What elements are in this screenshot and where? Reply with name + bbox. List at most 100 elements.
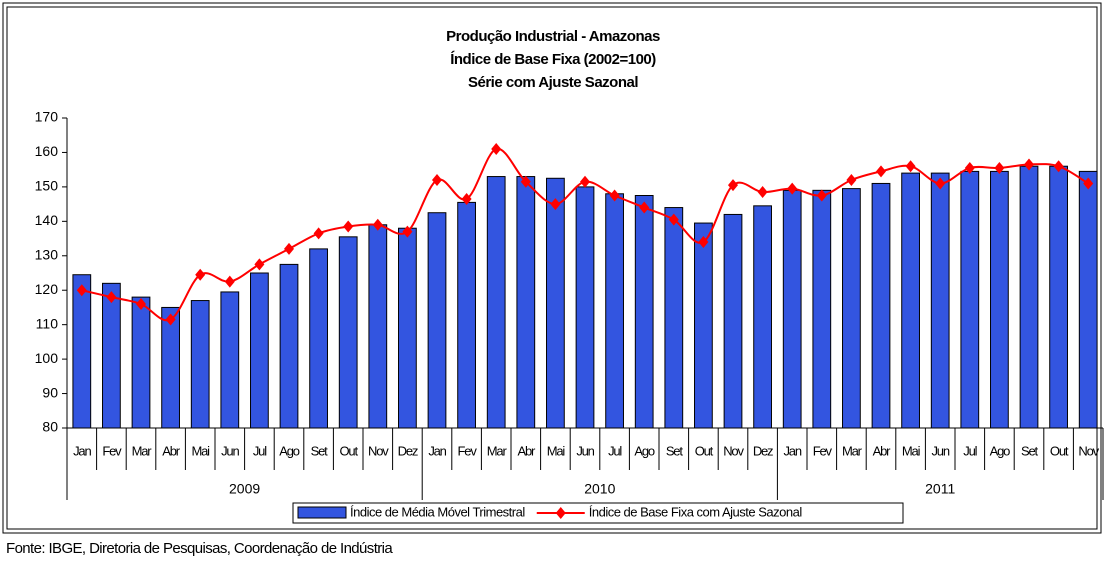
x-tick-label: Abr (873, 443, 892, 458)
x-tick-label: Fev (458, 443, 478, 458)
x-tick-label: Jun (932, 443, 950, 458)
bar (605, 193, 624, 429)
x-tick-label: Nov (1078, 443, 1099, 458)
bar (871, 182, 891, 429)
bar (72, 274, 92, 429)
chart-title: Série com Ajuste Sazonal (468, 74, 638, 91)
marker (461, 192, 472, 205)
bar (901, 172, 920, 429)
x-tick-label: Set (1021, 443, 1039, 458)
x-tick-label: Jul (253, 443, 267, 458)
bar (694, 222, 713, 429)
bar (338, 236, 358, 429)
marker (491, 143, 502, 155)
bar (664, 207, 684, 429)
x-tick-label: Abr (162, 443, 181, 458)
x-tick-label: Jun (221, 443, 239, 458)
x-tick-label: Ago (990, 443, 1011, 458)
marker (698, 236, 709, 248)
marker (106, 291, 117, 304)
bar (131, 296, 151, 429)
x-tick-label: Out (1050, 443, 1069, 458)
marker (994, 161, 1005, 174)
legend-swatch (297, 506, 347, 519)
x-tick-label: Mar (487, 443, 508, 458)
marker (935, 177, 946, 190)
y-tick-label: 80 (42, 419, 58, 435)
marker (1053, 160, 1064, 173)
bar (398, 227, 417, 429)
legend-label: Índice de Base Fixa com Ajuste Sazonal (589, 504, 803, 519)
year-label: 2010 (584, 481, 615, 497)
marker (816, 189, 827, 202)
x-tick-label: Nov (368, 443, 389, 458)
x-tick-label: Jul (963, 443, 977, 458)
bar (368, 224, 388, 429)
marker (1083, 177, 1094, 190)
legend-swatch (555, 507, 566, 519)
bar (930, 172, 950, 429)
marker (520, 175, 531, 188)
marker (284, 242, 294, 255)
bar (102, 282, 121, 429)
bar (753, 205, 772, 429)
year-label: 2009 (229, 481, 260, 497)
y-tick-label: 120 (35, 281, 59, 297)
bar (546, 177, 565, 429)
x-tick-label: Out (695, 443, 714, 458)
bar (812, 189, 832, 429)
x-tick-label: Out (340, 443, 359, 458)
x-tick-label: Ago (634, 443, 655, 458)
marker (343, 220, 354, 233)
marker (580, 175, 590, 188)
marker (668, 213, 679, 226)
marker (313, 227, 324, 240)
x-tick-label: Mar (132, 443, 153, 458)
marker (224, 275, 235, 288)
x-tick-label: Jun (576, 443, 594, 458)
bar (1019, 165, 1039, 429)
marker (639, 201, 650, 214)
bar (723, 213, 743, 429)
x-tick-label: Jan (784, 443, 802, 458)
marker (136, 298, 146, 310)
bar (1078, 170, 1098, 429)
bar (309, 248, 328, 429)
marker (846, 174, 857, 186)
marker (905, 160, 916, 173)
x-tick-label: Mai (192, 443, 211, 458)
marker (372, 218, 383, 231)
marker (165, 313, 176, 326)
x-tick-label: Dez (398, 443, 418, 458)
chart-title: Índice de Base Fixa (2002=100) (450, 51, 656, 68)
x-tick-label: Mai (547, 443, 566, 458)
bar (782, 189, 802, 429)
y-tick-label: 150 (35, 178, 59, 194)
x-tick-label: Set (311, 443, 329, 458)
bar (190, 300, 210, 429)
bar (427, 212, 447, 429)
bar (634, 195, 654, 429)
marker (254, 258, 265, 271)
marker (402, 225, 413, 238)
marker (432, 174, 442, 186)
x-tick-label: Dez (753, 443, 773, 458)
frame-outer (2, 2, 1102, 534)
y-tick-label: 140 (35, 212, 59, 228)
bar (990, 170, 1009, 429)
chart-title: Produção Industrial - Amazonas (446, 28, 660, 45)
bar (161, 306, 180, 429)
marker (550, 198, 561, 211)
bar (960, 170, 980, 429)
x-tick-label: Set (666, 443, 684, 458)
y-tick-label: 100 (35, 350, 59, 366)
x-tick-label: Jul (608, 443, 622, 458)
marker (876, 165, 886, 178)
bar (279, 263, 299, 429)
legend-label: Índice de Média Móvel Trimestral (350, 504, 525, 519)
marker (964, 161, 975, 174)
x-tick-label: Jan (73, 443, 91, 458)
bar (457, 201, 476, 429)
y-tick-label: 160 (35, 143, 59, 159)
